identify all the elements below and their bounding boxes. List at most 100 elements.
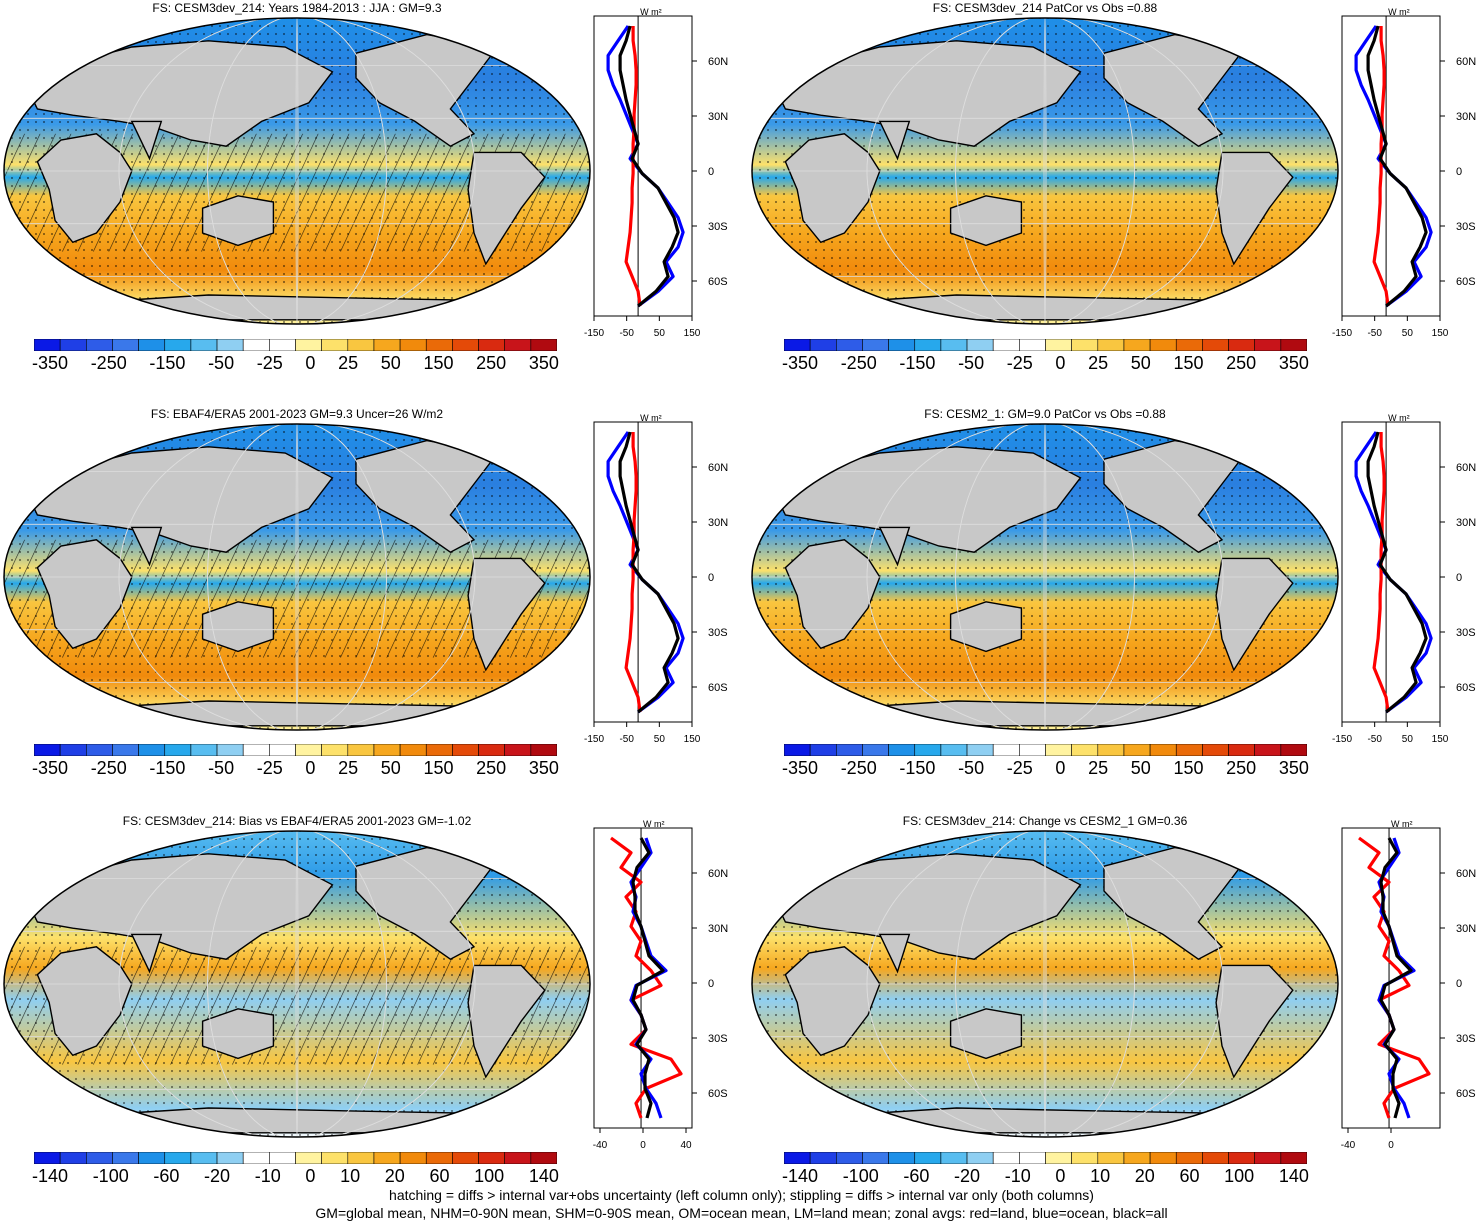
colorbar-swatch [164, 339, 192, 351]
panel-title: FS: CESM3dev_214 PatCor vs Obs =0.88 [932, 1, 1158, 15]
colorbar-tick-label: -150 [899, 353, 936, 373]
colorbar-swatch [347, 339, 375, 351]
colorbar-swatch [478, 744, 505, 756]
zonal-average-plot: W m² 60N 30N 0 30S 60S -150 -50 50 150 [1332, 413, 1476, 745]
colorbar-swatch [190, 339, 218, 351]
colorbar-tick-label: 0 [305, 353, 316, 373]
africa-land [36, 946, 133, 1057]
colorbar-swatch [1045, 339, 1072, 351]
colorbar-swatch [1123, 1152, 1151, 1164]
colorbar-swatch [1228, 744, 1255, 756]
colorbar-swatch [1149, 1152, 1177, 1164]
zonal-x-tick-label: 150 [1432, 328, 1449, 339]
colorbar-swatch [1228, 1152, 1255, 1164]
colorbar-tick-label: 0 [305, 758, 316, 778]
colorbar-tick-label: -50 [958, 353, 985, 373]
colorbar-tick-label: 250 [1226, 353, 1257, 373]
colorbar-swatch [295, 339, 322, 351]
zonal-unit-label: W m² [1391, 819, 1413, 829]
panel-title: FS: EBAF4/ERA5 2001-2023 GM=9.3 Uncer=26… [150, 407, 444, 421]
zonal-x-tick-label: -50 [1367, 734, 1382, 745]
colorbar-swatch [888, 744, 916, 756]
colorbar-swatch [1019, 744, 1046, 756]
colorbar-swatch [914, 1152, 942, 1164]
lat-tick-label: 30N [1456, 517, 1476, 529]
graticule-meridian [955, 831, 1135, 1137]
colorbar-swatch [504, 339, 532, 351]
colorbar-tick-label: 150 [423, 353, 454, 373]
colorbar-tick-label: -10 [1004, 1166, 1031, 1186]
graticule-meridian [295, 831, 299, 1137]
colorbar-tick-label: 150 [423, 758, 454, 778]
graticule-meridian [1043, 18, 1047, 324]
colorbar-tick-label: -140 [782, 1166, 819, 1186]
colorbar-swatch [425, 744, 453, 756]
colorbar-swatch [966, 1152, 994, 1164]
zonal-x-tick-label: 50 [654, 734, 666, 745]
colorbar-tick-label: -350 [32, 758, 69, 778]
colorbar-tick-label: 50 [1130, 353, 1151, 373]
colorbar-tick-label: 0 [1055, 353, 1066, 373]
colorbar-swatch [1071, 744, 1099, 756]
africa-land [784, 133, 881, 244]
colorbar-swatch [1045, 1152, 1072, 1164]
lat-tick-label: 0 [708, 166, 714, 178]
lat-tick-label: 30N [708, 111, 728, 123]
colorbar-tick-label: -20 [954, 1166, 981, 1186]
zonal-frame [593, 421, 693, 723]
australia-land [949, 195, 1023, 247]
lat-tick-label: 30N [1456, 923, 1476, 935]
footer-legend-line1: hatching = diffs > internal var+obs unce… [389, 1187, 1094, 1203]
zonal-x-tick-label: 50 [1402, 328, 1414, 339]
colorbar-swatch [34, 1152, 61, 1164]
zonal-land-curve [1372, 26, 1390, 307]
colorbar-labels: -350 -250 -150 -50 -25 0 25 50 150 250 350 [782, 353, 1309, 374]
graticule-meridian [955, 18, 1135, 324]
graticule-meridian [118, 831, 476, 1137]
colorbar-tick-label: 25 [338, 353, 359, 373]
graticule-meridian [207, 831, 387, 1137]
graticule-meridian [118, 18, 476, 324]
colorbar-swatch [1254, 744, 1282, 756]
colorbar-labels: -350 -250 -150 -50 -25 0 25 50 150 250 350 [32, 758, 559, 779]
colorbar-tick-label: -25 [256, 758, 283, 778]
map-border [751, 17, 1339, 325]
zonal-average-plot: W m² 60N 30N 0 30S 60S -150 -50 50 150 [584, 413, 728, 745]
south-america-land [1215, 557, 1294, 672]
colorbar-swatch [269, 744, 296, 756]
colorbar-swatch [966, 744, 994, 756]
colorbar-tick-label: -100 [842, 1166, 879, 1186]
south-america-land [467, 151, 546, 266]
colorbar-swatch [373, 1152, 401, 1164]
colorbar-tick-label: -250 [840, 758, 877, 778]
colorbar-swatch [862, 744, 889, 756]
lat-tick-label: 30N [708, 923, 728, 935]
colorbar-swatch [373, 744, 401, 756]
zonal-x-tick-label: -150 [1332, 734, 1352, 745]
zonal-unit-label: W m² [640, 413, 662, 423]
colorbar-swatch [269, 1152, 296, 1164]
zonal-x-tick-label: 150 [684, 734, 701, 745]
colorbar-labels: -350 -250 -150 -50 -25 0 25 50 150 250 350 [782, 758, 1309, 779]
colorbar-tick-label: -140 [32, 1166, 69, 1186]
colorbar-swatch [1097, 339, 1125, 351]
eurasia-land [24, 853, 334, 960]
australia-land [201, 195, 275, 247]
zonal-all-curve [1366, 25, 1428, 308]
colorbar-swatch [112, 339, 139, 351]
zonal-unit-label: W m² [1388, 7, 1410, 17]
colorbar-tick-label: 0 [305, 1166, 316, 1186]
africa-land [36, 133, 133, 244]
colorbar-swatch [138, 744, 166, 756]
colorbar-swatch [452, 339, 479, 351]
colorbar-tick-label: 50 [1130, 758, 1151, 778]
zonal-all-curve [1379, 837, 1413, 1119]
colorbar-swatch [1123, 339, 1151, 351]
robinson-map [3, 830, 591, 1138]
colorbar-swatch [59, 1152, 87, 1164]
colorbar-tick-label: -50 [208, 353, 235, 373]
colorbar-tick-label: 350 [528, 758, 559, 778]
lat-tick-label: 30S [1456, 1033, 1476, 1045]
colorbar-tick-label: 10 [1090, 1166, 1111, 1186]
colorbar-swatch [425, 1152, 453, 1164]
